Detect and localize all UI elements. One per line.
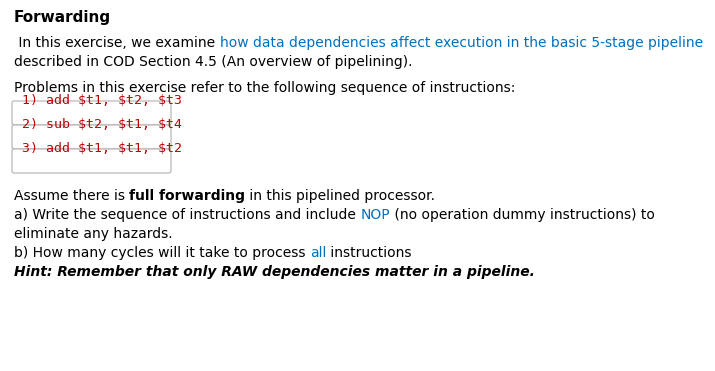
Text: how data dependencies affect execution in the basic 5-stage pipeline: how data dependencies affect execution i…: [220, 36, 703, 50]
Text: NOP: NOP: [360, 208, 390, 222]
Text: in this pipelined processor.: in this pipelined processor.: [245, 189, 435, 203]
Text: In this exercise, we examine: In this exercise, we examine: [14, 36, 220, 50]
Text: b) How many cycles will it take to process: b) How many cycles will it take to proce…: [14, 246, 310, 260]
Text: eliminate any hazards.: eliminate any hazards.: [14, 227, 172, 241]
Text: a) Write the sequence of instructions and include: a) Write the sequence of instructions an…: [14, 208, 360, 222]
Text: Hint: Remember that only RAW dependencies matter in a pipeline.: Hint: Remember that only RAW dependencie…: [14, 265, 535, 279]
Text: described in COD Section 4.5 (An overview of pipelining).: described in COD Section 4.5 (An overvie…: [14, 55, 413, 69]
Text: 2) sub $t2, $t1, $t4: 2) sub $t2, $t1, $t4: [22, 118, 182, 131]
Text: full forwarding: full forwarding: [129, 189, 245, 203]
Text: 3) add $t1, $t1, $t2: 3) add $t1, $t1, $t2: [22, 141, 182, 154]
Text: (no operation dummy instructions) to: (no operation dummy instructions) to: [390, 208, 655, 222]
Text: instructions: instructions: [326, 246, 412, 260]
Text: all: all: [310, 246, 326, 260]
FancyBboxPatch shape: [12, 149, 171, 173]
Text: 1) add $t1, $t2, $t3: 1) add $t1, $t2, $t3: [22, 93, 182, 106]
Text: Problems in this exercise refer to the following sequence of instructions:: Problems in this exercise refer to the f…: [14, 81, 516, 95]
Text: Assume there is: Assume there is: [14, 189, 129, 203]
FancyBboxPatch shape: [12, 125, 171, 149]
FancyBboxPatch shape: [12, 101, 171, 125]
Text: Forwarding: Forwarding: [14, 10, 111, 25]
